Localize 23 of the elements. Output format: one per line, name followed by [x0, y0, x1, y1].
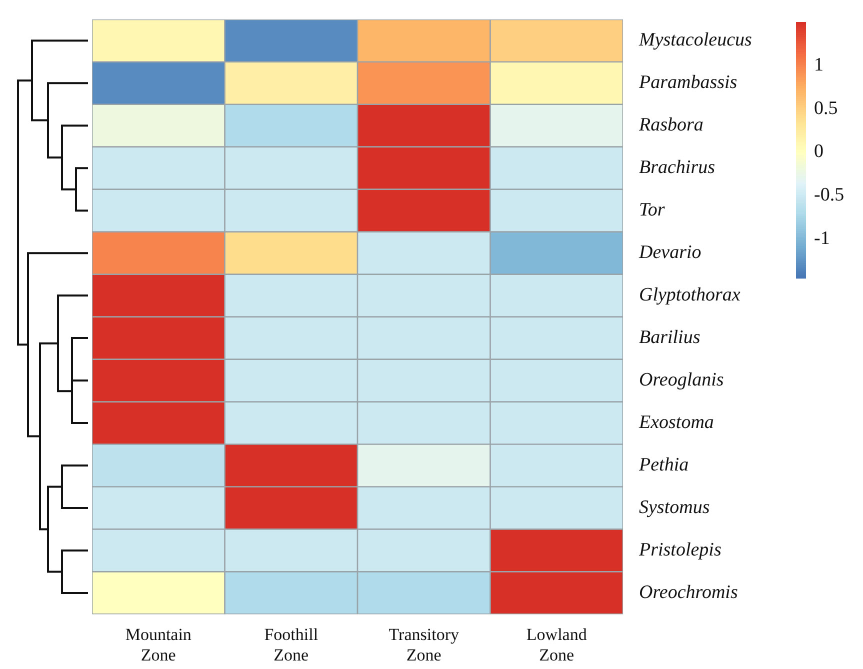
x-tick-label: Transitory Zone: [388, 624, 460, 664]
color-bar-label: -0.5: [814, 184, 844, 206]
y-tick-label: Devario: [638, 242, 702, 264]
x-tick-label: Foothill Zone: [264, 624, 318, 664]
y-tick-label: Oreochromis: [639, 582, 738, 603]
y-tick-label: Pethia: [638, 454, 689, 476]
color-bar-label: 1: [814, 54, 824, 76]
y-tick-label: Barilius: [639, 327, 700, 348]
color-bar-label: -1: [814, 228, 830, 249]
y-tick-label: Systomus: [639, 496, 710, 518]
color-bar-label: 0: [814, 141, 824, 162]
x-tick-label: Mountain Zone: [125, 624, 192, 664]
y-tick-label: Pristolepis: [638, 539, 722, 560]
y-tick-label: Mystacoleucus: [638, 30, 752, 51]
y-tick-label: Exostoma: [638, 412, 714, 434]
color-bar-label: 0.5: [814, 98, 838, 119]
y-tick-label: Parambassis: [638, 72, 738, 94]
y-tick-label: Tor: [639, 200, 666, 221]
y-tick-label: Glyptothorax: [639, 284, 741, 306]
x-tick-label: Lowland Zone: [526, 624, 588, 664]
y-tick-label: Oreoglanis: [639, 370, 724, 391]
y-tick-label: Brachirus: [639, 157, 715, 178]
y-tick-label: Rasbora: [638, 114, 704, 136]
